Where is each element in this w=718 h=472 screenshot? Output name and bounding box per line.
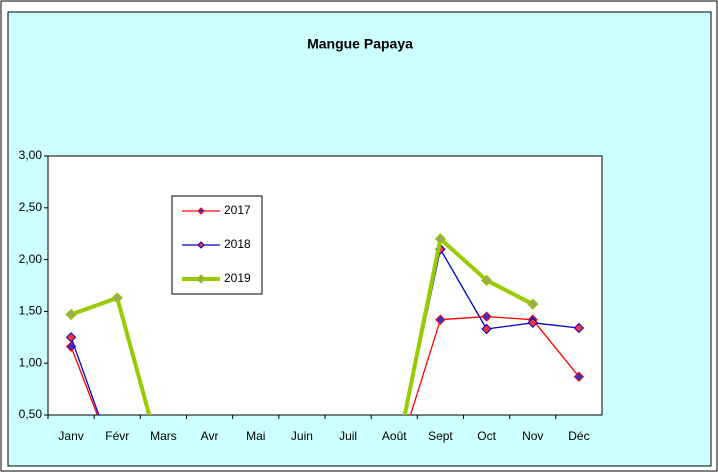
x-tick-label: Juin	[291, 429, 313, 443]
marker	[573, 322, 585, 334]
marker	[434, 233, 447, 245]
marker	[435, 314, 446, 325]
legend-marker	[197, 241, 205, 249]
marker	[65, 332, 77, 343]
y-tick-label: 1,50	[19, 304, 43, 318]
legend-label: 2017	[224, 203, 251, 217]
series-line	[70, 315, 580, 415]
x-tick-label: Août	[382, 429, 407, 443]
x-tick-label: Avr	[201, 429, 219, 443]
plot-area	[47, 155, 603, 416]
y-tick-label: 3,00	[19, 148, 43, 162]
legend-marker	[197, 207, 205, 215]
y-tick-label: 0,50	[19, 407, 43, 421]
marker	[527, 298, 539, 310]
marker	[481, 311, 492, 322]
marker	[481, 323, 492, 335]
marker	[111, 292, 123, 304]
series-line	[70, 236, 534, 415]
legend-label: 2019	[224, 271, 251, 285]
marker	[480, 274, 493, 287]
x-tick-label: Sept	[428, 429, 453, 443]
series-line	[70, 248, 579, 415]
chart-title: Mangue Papaya	[307, 36, 413, 52]
x-tick-label: Janv	[58, 429, 83, 443]
x-tick-label: Juil	[339, 429, 357, 443]
legend-label: 2018	[224, 237, 251, 251]
marker	[573, 371, 585, 382]
x-tick-label: Déc	[568, 429, 589, 443]
marker	[527, 317, 538, 329]
x-tick-label: Mars	[150, 429, 177, 443]
x-tick-label: Mai	[246, 429, 265, 443]
y-tick-label: 2,00	[19, 252, 43, 266]
plot-series	[65, 233, 585, 415]
marker	[65, 308, 77, 321]
legend-marker	[196, 274, 206, 284]
y-tick-label: 1,00	[19, 355, 43, 369]
y-tick-label: 2,50	[19, 200, 43, 214]
x-tick-label: Févr	[105, 429, 129, 443]
x-tick-label: Nov	[522, 429, 543, 443]
x-tick-label: Oct	[477, 429, 496, 443]
